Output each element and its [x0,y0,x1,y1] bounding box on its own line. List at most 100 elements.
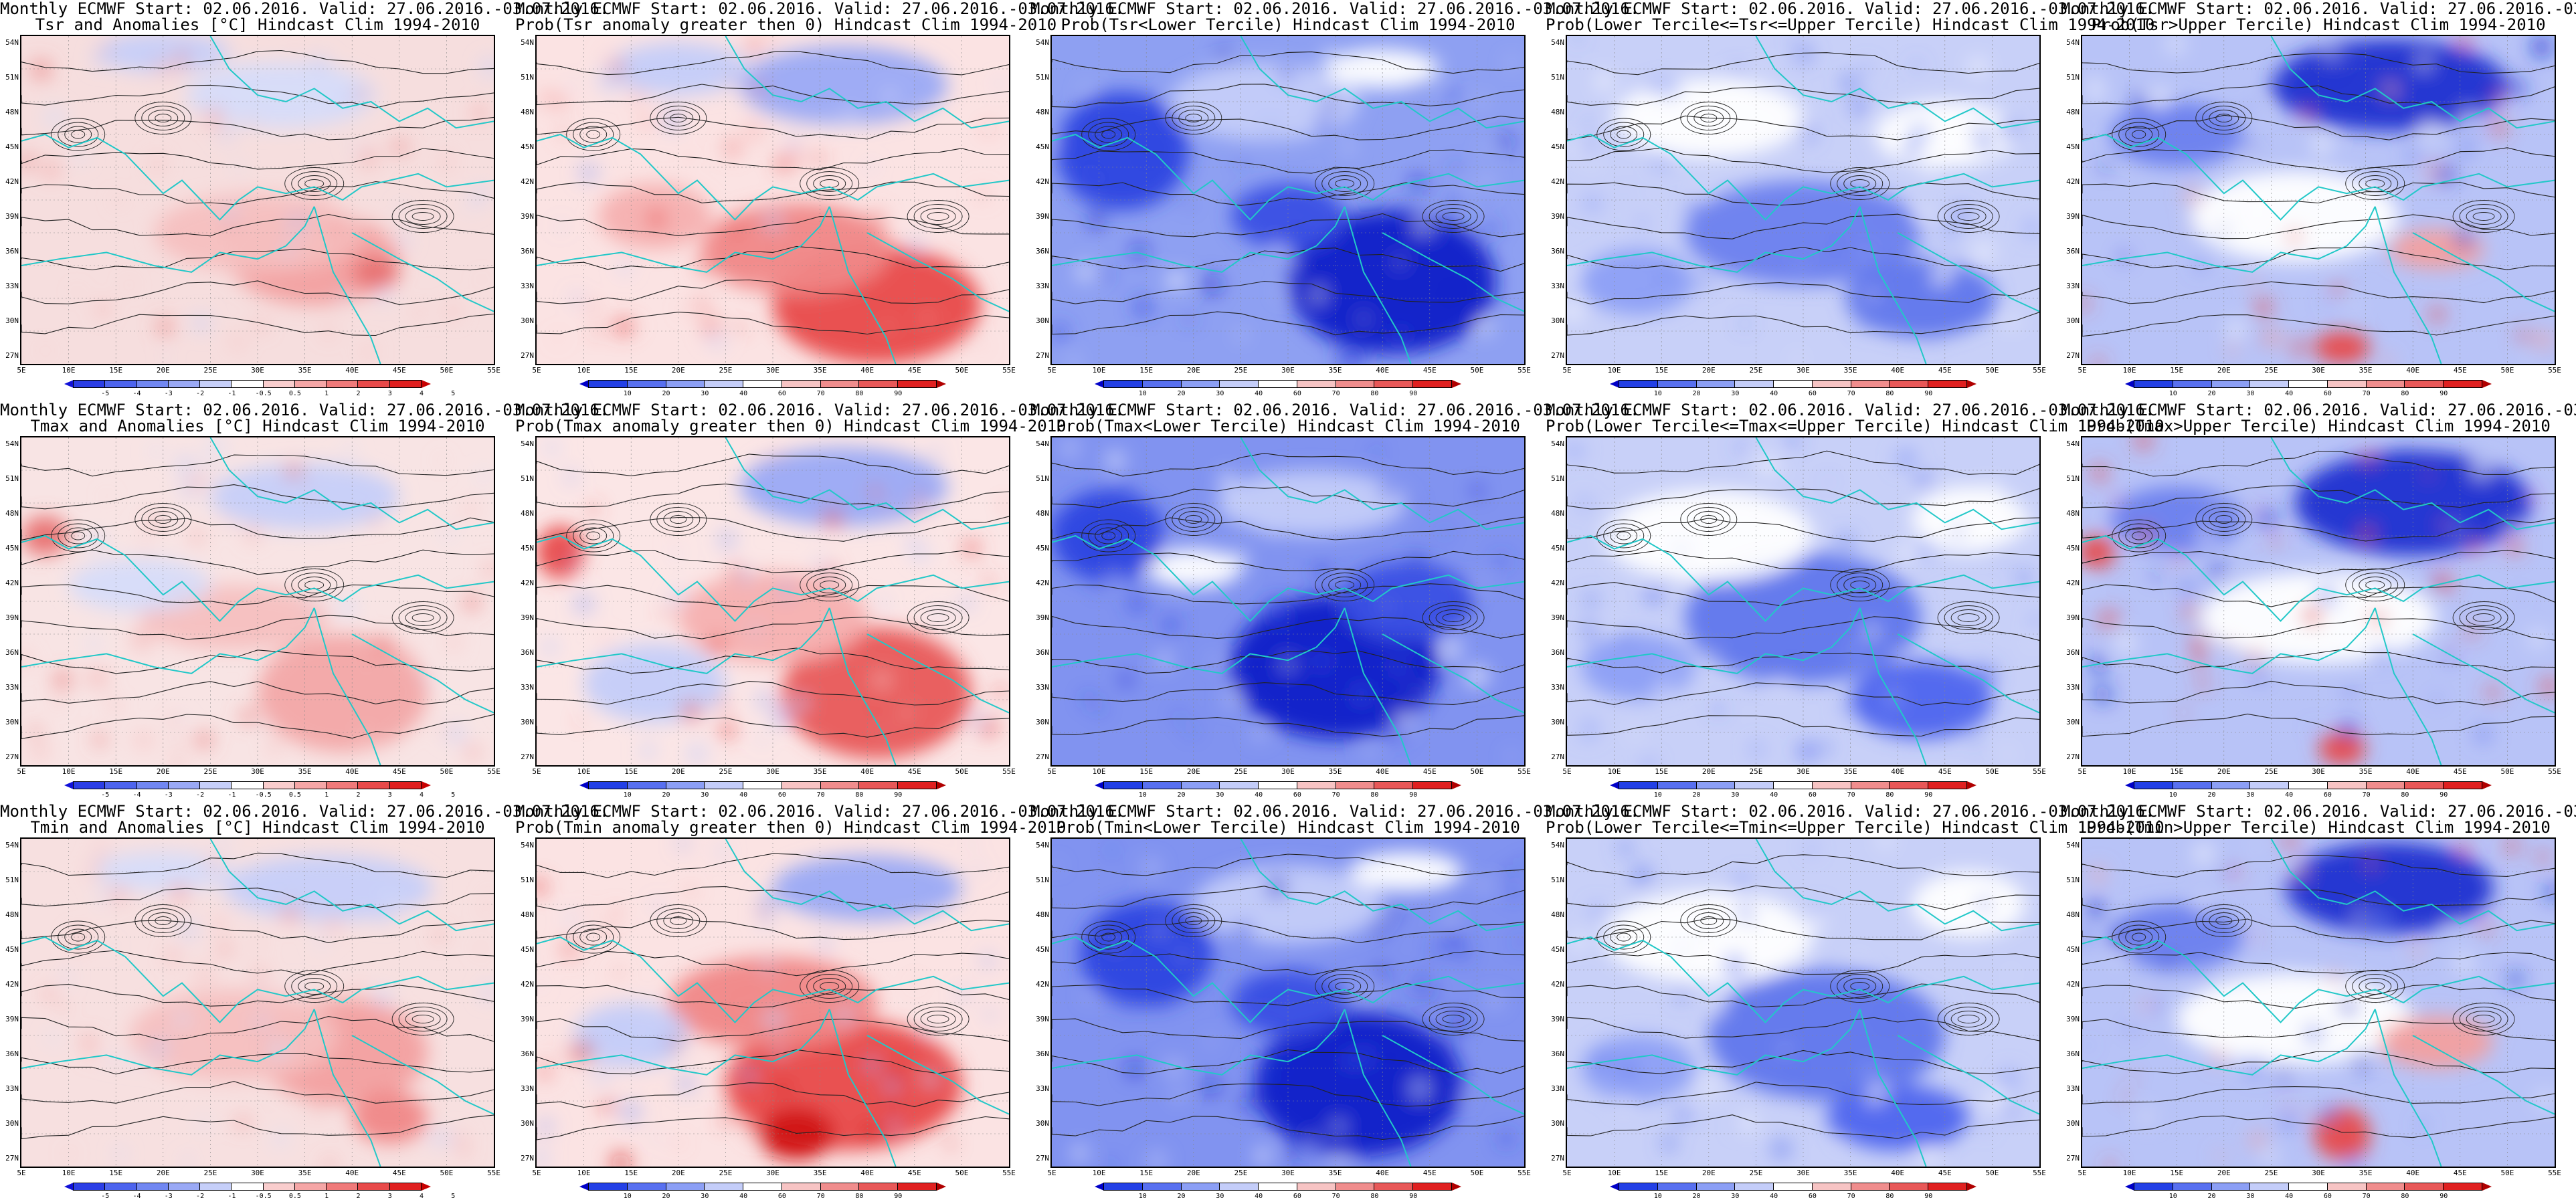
colorbar-cell [1619,781,1658,789]
lat-label: 45N [1551,945,1564,954]
lon-label: 25E [203,767,217,776]
colorbar-tick: 20 [1177,1193,1186,1200]
lon-label: 55E [2548,366,2561,375]
colorbar [1610,1183,1976,1191]
colorbar-tick: 70 [1847,1193,1855,1200]
colorbar-cell [1103,380,1143,388]
lon-label: 45E [1422,1169,1437,1177]
lat-label: 42N [1036,980,1049,989]
lon-label: 10E [577,366,591,375]
colorbar-tick: 70 [1331,1193,1340,1200]
colorbar-tick: 10 [1138,791,1147,799]
lat-label: 54N [2066,841,2080,849]
lon-label: 50E [2500,366,2514,375]
lat-label: 45N [1551,544,1564,553]
lat-label: 36N [1036,648,1049,657]
colorbar-tick: 70 [2362,791,2371,799]
colorbar-tick: 30 [2246,791,2255,799]
colorbar-tick: 20 [662,791,670,799]
lat-label: 30N [2066,316,2080,325]
colorbar-cell [2443,380,2482,388]
colorbar-cell [2172,781,2212,789]
map-svg [1567,437,2039,765]
lon-label: 5E [1047,366,1056,375]
lon-label: 40E [2406,767,2420,776]
colorbar-tick: 60 [2323,1193,2332,1200]
panel-title-line1: Monthly ECMWF Start: 02.06.2016. Valid: … [1030,802,1640,821]
lon-label: 35E [298,1169,312,1177]
colorbar-cell [199,1183,232,1191]
lon-label: 10E [577,767,591,776]
panel-title-line2: Prob(Lower Tercile<=Tmax<=Upper Tercile)… [1546,417,2165,435]
lon-label: 40E [860,366,875,375]
forecast-map [2081,837,2556,1168]
lon-label: 10E [1607,767,1621,776]
lon-label: 55E [2548,1169,2561,1177]
colorbar-tick: 2 [356,1193,361,1200]
colorbar-cell [104,781,137,789]
lat-label: 33N [1036,683,1049,692]
lat-label: 30N [2066,718,2080,726]
lat-label: 30N [1551,718,1564,726]
lon-label: 40E [2406,366,2420,375]
colorbar-tick: -5 [101,1193,110,1200]
colorbar-cell [665,781,705,789]
colorbar-tick: 80 [2401,791,2409,799]
panel-title-line2: Prob(Lower Tercile<=Tmin<=Upper Tercile)… [1546,818,2165,837]
colorbar-tick: 10 [1138,390,1147,397]
colorbar-cell [1219,1183,1259,1191]
lon-label: 30E [1797,1169,1810,1177]
colorbar [2125,781,2492,789]
colorbar-tick: 1 [325,1193,329,1200]
panel-title-line2: Prob(Tmax>Upper Tercile) Hindcast Clim 1… [2086,417,2551,435]
colorbar-tick: 40 [2285,390,2294,397]
lon-label: 5E [1562,767,1572,776]
lon-label: 50E [440,366,454,375]
forecast-map [20,436,495,767]
colorbar-cell [2134,781,2173,789]
lon-label: 15E [624,1169,638,1177]
lon-label: 30E [2312,1169,2325,1177]
lat-label: 27N [1036,1154,1049,1163]
colorbar-tick: 30 [1731,1193,1740,1200]
colorbar-tick: 80 [1370,791,1379,799]
lon-label: 15E [109,1169,123,1177]
forecast-map [535,436,1010,767]
colorbar-left-arrow [579,1183,589,1191]
panel-title-line1: Monthly ECMWF Start: 02.06.2016. Valid: … [1546,0,2155,18]
lon-label: 30E [1281,767,1295,776]
colorbar-cell [1889,781,1929,789]
lon-label: 20E [671,366,685,375]
lon-label: 15E [109,767,123,776]
lon-label: 55E [487,366,500,375]
lat-label: 27N [1036,752,1049,761]
colorbar-tick: 80 [2401,390,2409,397]
lon-label: 10E [62,767,76,776]
lat-label: 39N [5,1015,19,1023]
colorbar-tick: 3 [387,1193,392,1200]
colorbar-tick: 30 [701,390,709,397]
colorbar-cell [1258,380,1297,388]
map-svg [21,36,494,364]
colorbar-left-arrow [1095,1183,1104,1191]
colorbar-cell [1296,380,1336,388]
colorbar-tick: -0.5 [255,1193,272,1200]
map-panel: Monthly ECMWF Start: 02.06.2016. Valid: … [515,401,1124,803]
colorbar-tick: 40 [1770,1193,1778,1200]
forecast-map [2081,35,2556,365]
colorbar-tick: 30 [2246,1193,2255,1200]
lon-label: 35E [813,1169,827,1177]
lon-label: 15E [1139,1169,1154,1177]
map-panel: Monthly ECMWF Start: 02.06.2016. Valid: … [2061,401,2576,803]
lon-label: 45E [907,767,921,776]
colorbar-right-arrow [1966,1183,1976,1191]
lon-label: 45E [1938,767,1952,776]
lat-label: 30N [521,316,534,325]
colorbar-tick: 70 [1331,390,1340,397]
colorbar-cell [104,1183,137,1191]
lon-label: 15E [2170,366,2184,375]
lon-label: 5E [17,1169,26,1177]
colorbar-cell [1619,1183,1658,1191]
lat-label: 42N [5,579,19,587]
lon-label: 30E [251,767,264,776]
